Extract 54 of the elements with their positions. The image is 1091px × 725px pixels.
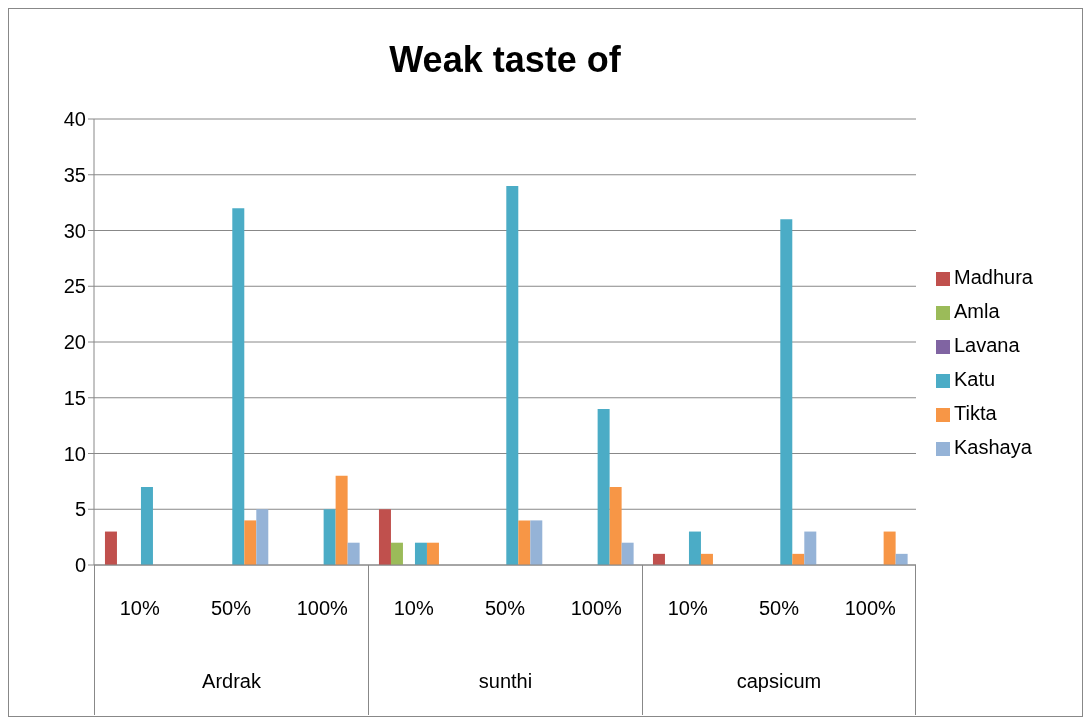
y-tick-label: 40 [63, 108, 86, 131]
bar [621, 542, 634, 565]
bar [700, 553, 713, 565]
x-tick-label: 10% [667, 597, 708, 620]
y-tick-label: 25 [63, 275, 86, 298]
x-tick-label: 100% [296, 597, 349, 620]
bar [347, 542, 360, 565]
bar [597, 408, 610, 565]
bar [804, 531, 817, 565]
x-tick-label: 10% [393, 597, 434, 620]
bar [323, 509, 336, 565]
bar [256, 509, 269, 565]
bar [792, 553, 805, 565]
bar [883, 531, 896, 565]
bar [426, 542, 439, 565]
bar [609, 486, 622, 565]
text: sunthi [478, 670, 533, 692]
x-tick-label: 50% [210, 597, 252, 620]
bar [104, 531, 117, 565]
text: Ardrak [202, 670, 261, 692]
y-tick-label: 5 [74, 498, 86, 521]
y-tick-label: 20 [63, 331, 86, 354]
chart-title: Weak taste of [388, 39, 622, 81]
x-tick-label: 100% [844, 597, 897, 620]
y-tick-label: 15 [63, 386, 86, 409]
bar [652, 553, 665, 565]
bar [518, 520, 531, 565]
legend-label: Kashaya [954, 436, 1032, 458]
legend-label: Lavana [954, 334, 1020, 356]
bar [140, 486, 153, 565]
legend-label: Tikta [954, 402, 997, 424]
legend-label: Katu [954, 368, 996, 390]
x-tick-label: 50% [758, 597, 800, 620]
bar [780, 219, 793, 565]
y-tick-label: 30 [63, 219, 86, 242]
x-tick-label: 10% [119, 597, 160, 620]
text: capsicum [736, 670, 822, 692]
bar [378, 509, 391, 565]
bar [335, 475, 348, 565]
bar [895, 553, 908, 565]
x-tick-label: 50% [484, 597, 526, 620]
y-tick-label: 35 [63, 163, 86, 186]
bar [688, 531, 701, 565]
bar [506, 185, 519, 565]
bar [414, 542, 427, 565]
y-tick-label: 10 [63, 442, 86, 465]
y-tick-label: 0 [74, 554, 86, 577]
bar [232, 208, 245, 565]
bar [244, 520, 257, 565]
x-tick-label: 100% [570, 597, 623, 620]
legend-label: Amla [954, 300, 1000, 322]
bar [530, 520, 543, 565]
legend-label: Madhura [954, 266, 1033, 288]
bar [390, 542, 403, 565]
